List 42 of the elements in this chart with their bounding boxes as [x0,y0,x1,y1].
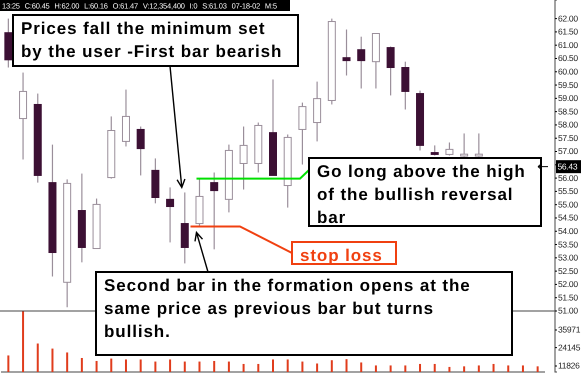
annotation: Second bar in the formation opens at the same price as previous bar but turns bullish. [104,276,471,341]
y-tick-label: 61.50 [558,26,578,37]
annotation: Prices fall the minimum set by the user -First bar bearish [21,19,282,61]
candlestick [430,144,439,156]
y-tick-label: 55.50 [558,186,578,196]
y-tick-label: 51.50 [558,292,578,302]
y-tick-label: 58.00 [558,120,578,130]
y-tick-label: 11826 [558,360,580,371]
y-tick-label: 61.00 [558,40,578,50]
y-tick-label: 58.50 [558,106,578,116]
y-tick-label: 55.00 [558,199,578,210]
candlestick [342,28,351,76]
y-tick-label: 35971 [558,324,581,335]
candlestick [357,36,366,90]
y-tick-label: 53.50 [558,239,578,250]
ref-line-label: Go long above the high of the bullish reversal bar [317,162,526,227]
y-tick-label: 59.50 [558,80,578,90]
y-tick-label: 62.00 [558,13,578,24]
candlestick [298,102,306,166]
y-tick-label: 60.50 [558,53,578,64]
y-tick-label: 59.00 [558,93,578,104]
candlestick [210,172,218,250]
candlestick [240,126,248,190]
y-tick-label: 56.00 [558,172,578,183]
y-tick-label: 51.00 [558,306,578,316]
y-tick-label: 54.00 [558,226,578,236]
y-tick-label: 53.00 [558,252,578,263]
candlestick [386,46,395,96]
candlestick [401,61,410,110]
candlestick [166,186,174,244]
y-tick-label: 57.00 [558,146,578,156]
y-tick-label: 57.50 [558,132,578,143]
y-tick-label: 24145 [558,342,581,352]
ref-line-label: 56.43 [558,162,578,172]
y-tick-label: 52.00 [558,279,578,290]
y-tick-label: 52.50 [558,266,578,276]
y-tick-label: 60.00 [558,66,578,76]
candlestick [180,192,189,264]
candlestick [313,81,322,142]
y-tick-label: 54.50 [558,212,578,223]
candlestick [136,126,145,176]
ref-line-label: stop loss [300,246,383,265]
